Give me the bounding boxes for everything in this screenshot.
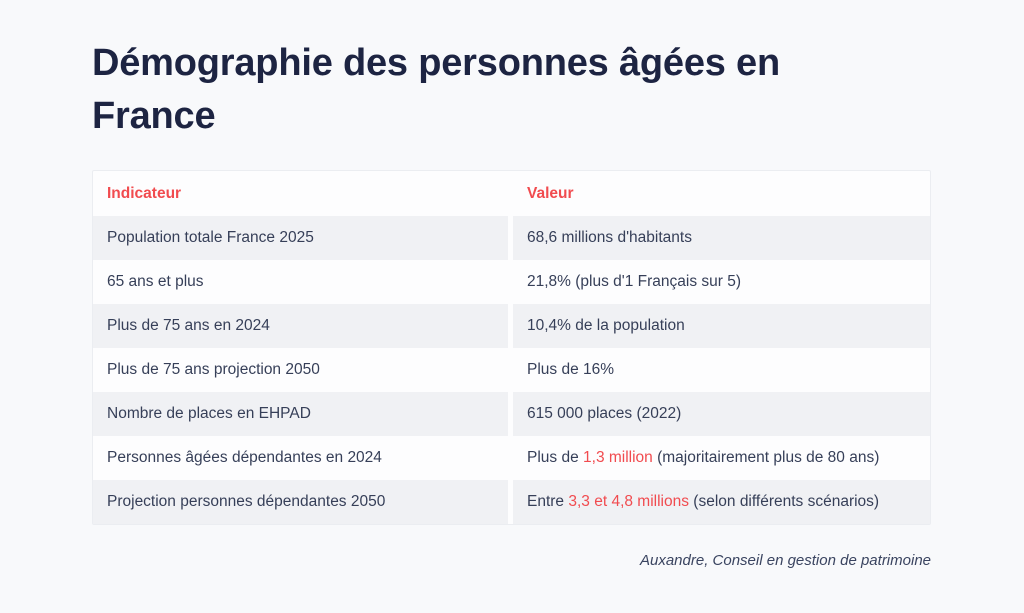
value-text: Plus de 1,3 million (majoritairement plu… [527,449,879,467]
value-cell: Plus de 1,3 million (majoritairement plu… [513,436,930,480]
table-row: 65 ans et plus 21,8% (plus d'1 Français s… [93,260,930,304]
value-cell: Plus de 16% [513,348,930,392]
value-fragment: 615 000 places (2022) [527,405,682,422]
indicator-cell: Plus de 75 ans projection 2050 [107,361,320,378]
value-text: 68,6 millions d'habitants [527,229,692,247]
value-text: 10,4% de la population [527,317,685,335]
value-fragment: 10,4% de la population [527,317,685,334]
indicator-cell: Nombre de places en EHPAD [93,392,508,436]
value-text: Entre 3,3 et 4,8 millions (selon différe… [527,493,879,511]
page-title: Démographie des personnes âgées en Franc… [92,42,780,137]
table-header-row: Indicateur Valeur [93,171,930,216]
column-header-indicateur: Indicateur [107,184,182,202]
value-fragment: Entre [527,493,569,510]
highlighted-value: 1,3 million [583,449,653,466]
table-row: Plus de 75 ans projection 2050 Plus de 16… [93,348,930,392]
value-fragment: Plus de [527,449,584,466]
table-body: Population totale France 2025 68,6 millio… [93,216,930,524]
value-fragment: (majoritairement plus de 80 ans) [652,449,880,466]
indicator-cell: Projection personnes dépendantes 2050 [93,480,508,524]
indicator-cell: Plus de 75 ans en 2024 [93,304,508,348]
value-cell: 68,6 millions d'habitants [513,216,930,260]
source-attribution: Auxandre, Conseil en gestion de patrimoi… [639,552,931,569]
indicator-cell: 65 ans et plus [107,273,204,290]
value-cell: 10,4% de la population [513,304,930,348]
table-row: Plus de 75 ans en 2024 10,4% de la popula… [93,304,930,348]
table-row: Personnes âgées dépendantes en 2024 Plus … [93,436,930,480]
indicator-cell: Personnes âgées dépendantes en 2024 [107,449,382,466]
value-text: Plus de 16% [527,361,614,379]
table-row: Projection personnes dépendantes 2050 Ent… [93,480,930,524]
highlighted-value: 3,3 et 4,8 millions [568,493,689,510]
table-row: Nombre de places en EHPAD 615 000 places … [93,392,930,436]
demographics-table: Indicateur Valeur Population totale Fran… [92,170,931,525]
value-text: 615 000 places (2022) [527,405,681,423]
value-fragment: (selon différents scénarios) [688,493,880,510]
indicator-cell: Population totale France 2025 [93,216,508,260]
value-fragment: 68,6 millions d'habitants [527,229,692,246]
value-text: 21,8% (plus d'1 Français sur 5) [527,273,741,291]
value-cell: 21,8% (plus d'1 Français sur 5) [513,260,930,304]
value-cell: Entre 3,3 et 4,8 millions (selon différe… [513,480,930,524]
value-cell: 615 000 places (2022) [513,392,930,436]
page: Démographie des personnes âgées en Franc… [92,42,931,569]
column-header-valeur: Valeur [527,184,574,202]
value-fragment: Plus de 16% [527,361,615,378]
value-fragment: 21,8% (plus d'1 Français sur 5) [527,273,742,290]
table-row: Population totale France 2025 68,6 millio… [93,216,930,260]
